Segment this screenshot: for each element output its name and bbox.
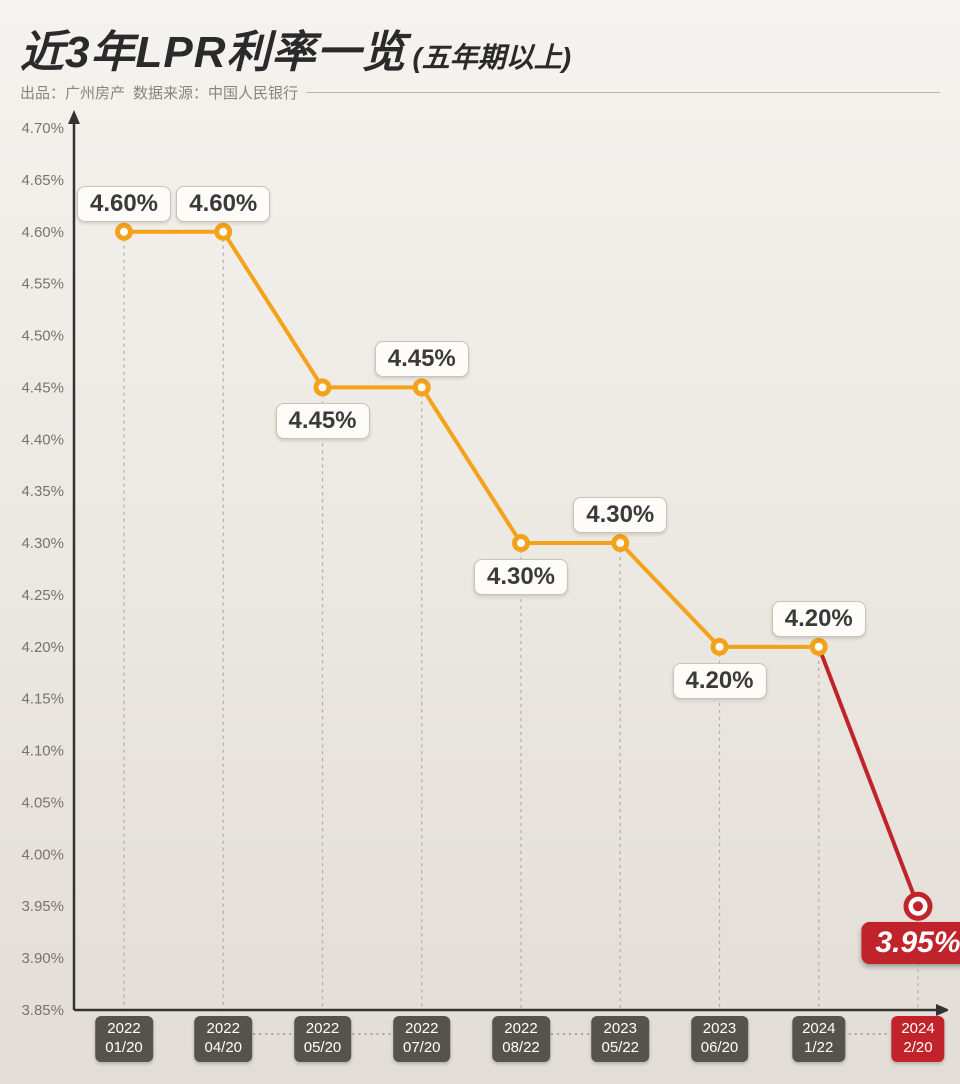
value-label: 4.60% [176, 186, 270, 222]
x-axis-label: 202204/20 [194, 1016, 252, 1062]
value-label: 4.45% [375, 341, 469, 377]
x-axis-label: 202207/20 [393, 1016, 451, 1062]
svg-text:4.30%: 4.30% [21, 535, 64, 552]
svg-text:4.40%: 4.40% [21, 431, 64, 448]
svg-text:3.95%: 3.95% [21, 898, 64, 915]
x-axis-label: 20241/22 [792, 1016, 845, 1062]
lpr-chart: 4.70% 4.65% 4.60% 4.55% 4.50% 4.45% 4.40% 4.35%… [12, 110, 948, 1072]
x-axis-label: 202205/20 [294, 1016, 352, 1062]
x-axis-label: 202305/22 [591, 1016, 649, 1062]
svg-text:4.55%: 4.55% [21, 276, 64, 293]
x-axis-label: 202306/20 [691, 1016, 749, 1062]
title-sub: (五年期以上) [412, 36, 571, 76]
value-label: 4.20% [672, 663, 766, 699]
svg-text:4.25%: 4.25% [21, 587, 64, 604]
value-label: 4.20% [772, 601, 866, 637]
svg-text:3.90%: 3.90% [21, 950, 64, 967]
x-axis-label: 202208/22 [492, 1016, 550, 1062]
x-axis-label: 20242/20 [891, 1016, 944, 1062]
value-label-highlight: 3.95% [861, 922, 960, 964]
svg-text:4.65%: 4.65% [21, 172, 64, 189]
svg-text:4.45%: 4.45% [21, 379, 64, 396]
title-main: 近3年LPR利率一览 [20, 16, 406, 80]
x-axis-label: 202201/20 [95, 1016, 153, 1062]
svg-text:4.00%: 4.00% [21, 846, 64, 863]
value-label: 4.30% [474, 559, 568, 595]
source-line: 出品：广州房产 数据来源：中国人民银行 [20, 82, 940, 103]
svg-text:3.85%: 3.85% [21, 1002, 64, 1019]
value-label: 4.60% [77, 186, 171, 222]
svg-text:4.15%: 4.15% [21, 691, 64, 708]
chart-header: 近3年LPR利率一览 (五年期以上) 出品：广州房产 数据来源：中国人民银行 [0, 0, 960, 107]
value-label: 4.30% [573, 497, 667, 533]
svg-text:4.70%: 4.70% [21, 120, 64, 137]
svg-text:4.35%: 4.35% [21, 483, 64, 500]
svg-text:4.05%: 4.05% [21, 794, 64, 811]
svg-text:4.10%: 4.10% [21, 743, 64, 760]
value-label: 4.45% [275, 403, 369, 439]
svg-text:4.20%: 4.20% [21, 639, 64, 656]
svg-text:4.60%: 4.60% [21, 224, 64, 241]
svg-text:4.50%: 4.50% [21, 328, 64, 345]
